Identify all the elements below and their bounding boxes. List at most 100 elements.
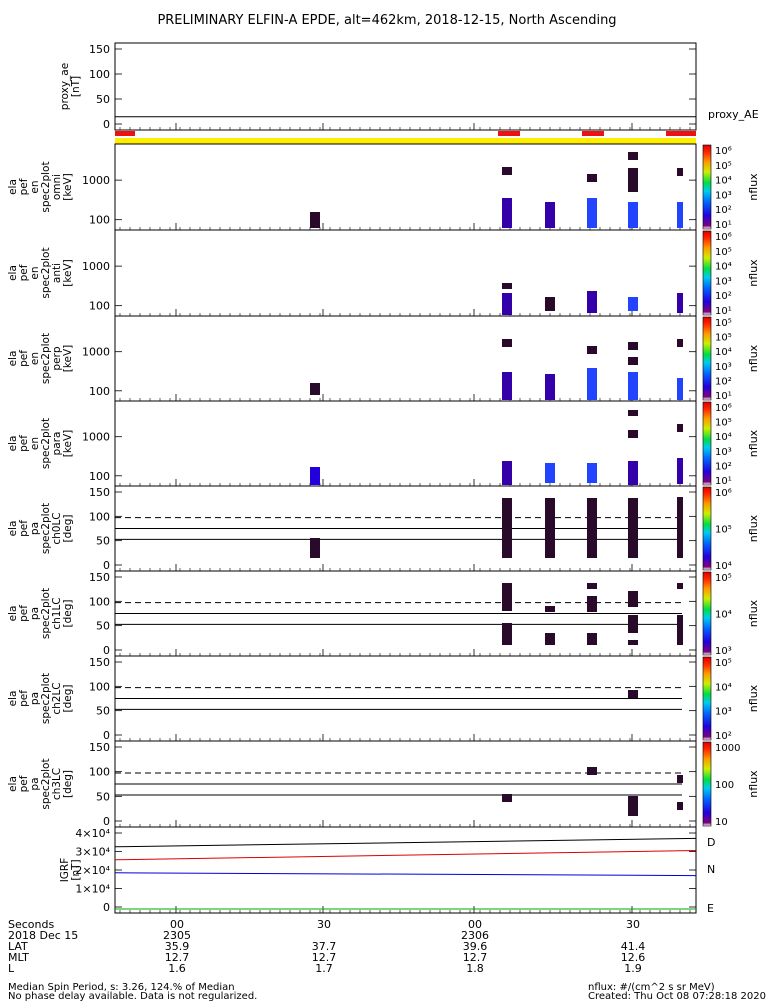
series-line (114, 872, 697, 877)
y-axis-label: proxy_ae (59, 63, 71, 110)
time-row-label: Seconds (8, 918, 55, 931)
legend-proxy-ae: proxy_AE (708, 108, 759, 121)
colorbar-tick-label: 10⁴ (715, 176, 732, 187)
colorbar (702, 656, 712, 741)
y-axis-label: pef (18, 178, 30, 195)
colorbar-tick-label: 10³ (715, 447, 732, 458)
y-tick-label: 50 (96, 705, 110, 718)
y-tick-label: 1000 (82, 431, 110, 444)
colorbar-tick-label: 10² (715, 205, 732, 216)
footer-nflux-units: nflux: #/(cm^2 s sr MeV) (588, 982, 715, 993)
spectrogram-cell (545, 633, 555, 645)
y-tick-label: 100 (89, 470, 110, 483)
time-row-value: 12.6 (620, 951, 646, 964)
colorbar (702, 230, 712, 316)
colorbar-tick-label: 10⁴ (715, 262, 732, 273)
spectrogram-cell (545, 297, 555, 311)
y-axis-label: [keV] (62, 259, 74, 287)
panel-frame (114, 143, 697, 231)
colorbar-tick-label: 10² (715, 461, 732, 472)
panel-9: 4×10⁴ 3×10⁴ 2×10⁴ 1×10⁴ 0 IGRF [nT] (59, 826, 697, 914)
spectrogram-cell (628, 690, 638, 698)
time-row-value: 1.8 (466, 962, 484, 975)
colorbar (702, 486, 712, 571)
panel-4: 1000 100 ela pef en spec2plot para [keV] 10⁶ 10⁵ 1… (7, 400, 760, 487)
marker-bar-red (666, 131, 696, 136)
colorbar-tick-label: 10¹ (715, 220, 732, 231)
y-axis-label: spec2plot (40, 588, 52, 639)
y-tick-label: 100 (89, 385, 110, 398)
y-tick-label: 0 (103, 729, 110, 742)
y-axis-label: spec2plot (40, 673, 52, 724)
y-tick-label: 100 (89, 766, 110, 779)
y-axis-label: ch3LC (51, 768, 63, 800)
y-tick-label: 100 (89, 595, 110, 608)
colorbar (702, 741, 712, 827)
y-axis-label: pa (29, 607, 41, 620)
spectrogram-cell (628, 591, 638, 607)
panel-6: 150 100 50 0 ela pef pa spec2plot ch1LC [deg] 10⁵ 1… (7, 570, 760, 657)
y-axis-label: en (29, 352, 41, 365)
colorbar-tick-label: 10¹ (715, 391, 732, 402)
spectrogram-cell (677, 775, 683, 783)
y-axis-label: para (51, 432, 63, 456)
spectrogram-cell (587, 583, 597, 589)
colorbar-label: nflux (747, 684, 760, 712)
colorbar-label: nflux (747, 259, 760, 287)
time-row-label: LAT (8, 940, 28, 953)
spectrogram-cell (628, 152, 638, 160)
y-axis-label: pef (18, 605, 30, 622)
time-row-value: 35.9 (164, 940, 190, 953)
colorbar-label: nflux (747, 599, 760, 627)
y-axis-label: ela (7, 691, 19, 707)
panel-frame (114, 400, 697, 487)
y-axis-label: spec2plot (40, 503, 52, 554)
colorbar-label: nflux (747, 514, 760, 542)
spectrogram-cell (677, 802, 683, 810)
colorbar-tick-label: 10⁵ (715, 573, 732, 584)
spectrogram-cell (587, 767, 597, 775)
marker-bar-yellow (115, 138, 696, 144)
colorbar-tick-label: 10⁶ (715, 488, 732, 499)
colorbar-tick-label: 10⁵ (715, 247, 732, 258)
footer-created: Created: Thu Oct 08 07:28:18 2020 (588, 991, 766, 1002)
spectrogram-cell (310, 212, 320, 228)
spectrogram-cell (587, 596, 597, 612)
spectrogram-cell (502, 198, 512, 228)
time-row-value: 2305 (163, 929, 191, 942)
time-row-value: 37.7 (311, 940, 337, 953)
footer-spin-period: Median Spin Period, s: 3.26, 124.% of Me… (8, 982, 235, 993)
time-row-value: 1.7 (315, 962, 333, 975)
spectrogram-cell (628, 640, 638, 645)
colorbar-tick-label: 10³ (715, 276, 732, 287)
series-line (114, 850, 697, 861)
y-tick-label: 150 (89, 486, 110, 499)
y-axis-label: spec2plot (40, 161, 52, 212)
spectrogram-cell (628, 342, 638, 350)
panel-8: 150 100 50 0 ela pef pa spec2plot ch3LC [deg] 1000… (7, 740, 760, 828)
y-axis-label: spec2plot (40, 418, 52, 469)
colorbar-tick-label: 10⁵ (715, 161, 732, 172)
spectrogram-cell (628, 461, 638, 485)
colorbar-tick-label: 1000 (715, 743, 740, 754)
spectrogram-cell (502, 283, 512, 289)
y-axis-label: ela (7, 436, 19, 452)
time-row-value: 12.7 (164, 951, 190, 964)
spectrogram-cell (502, 498, 512, 558)
legend-D: D (707, 836, 715, 849)
spectrogram-cell (677, 497, 683, 558)
spectrogram-cell (677, 378, 683, 400)
spectrogram-cell (628, 410, 638, 416)
colorbar-label: nflux (747, 173, 760, 201)
y-tick-label: 100 (89, 68, 110, 81)
y-axis-label: ela (7, 521, 19, 537)
panel-frame (114, 229, 697, 317)
y-axis-label: [deg] (62, 685, 74, 713)
y-axis-label: omni (51, 174, 63, 200)
y-tick-label: 1000 (82, 346, 110, 359)
spectrogram-cell (502, 339, 512, 347)
y-tick-label: 4×10⁴ (75, 827, 110, 840)
y-axis-label: [keV] (62, 173, 74, 201)
spectrogram-cell (677, 583, 683, 589)
